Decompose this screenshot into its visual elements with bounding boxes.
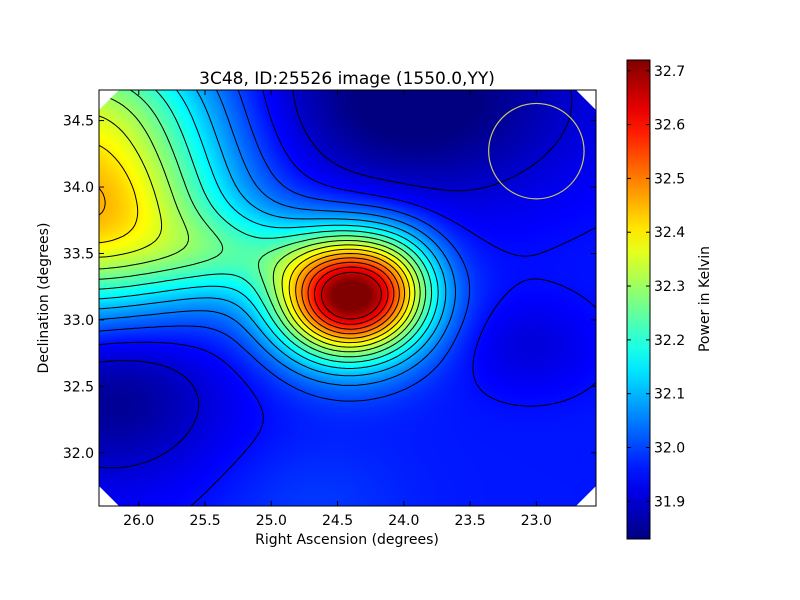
contour-line: [99, 90, 456, 386]
colorbar-ticks: 31.9 32.0 32.1 32.2 32.3 32.4 32.5 32.6 32.7: [627, 64, 685, 510]
colorbar-tick-label: 32.7: [654, 64, 685, 80]
y-tick-label: 32.5: [63, 379, 94, 395]
colorbar-tick-label: 32.2: [654, 333, 685, 349]
y-tick-label: 34.5: [63, 114, 94, 130]
contour-line: [307, 261, 395, 330]
y-axis-label: Declination (degrees): [36, 223, 52, 374]
colorbar-tick-label: 32.3: [654, 279, 685, 295]
contour-line: [99, 90, 471, 402]
x-tick-label: 24.0: [388, 513, 419, 529]
y-axis-ticks: 32.0 32.5 33.0 33.5 34.0 34.5: [63, 114, 596, 462]
contour-line: [99, 90, 447, 377]
x-axis-ticks: 26.0 25.5 25.0 24.5 24.0 23.5 23.0: [123, 90, 552, 529]
x-tick-label: 25.0: [256, 513, 287, 529]
x-tick-label: 23.0: [521, 513, 552, 529]
x-axis-label: Right Ascension (degrees): [255, 532, 439, 548]
chart-title: 3C48, ID:25526 image (1550.0,YY): [199, 69, 495, 89]
contour-line: [314, 266, 389, 325]
plot-area: [99, 90, 596, 506]
y-tick-label: 33.5: [63, 246, 94, 262]
contour-line: [301, 257, 400, 335]
colorbar-tick-label: 31.9: [654, 494, 685, 510]
heatmap-image: [99, 90, 596, 506]
colorbar: [626, 59, 651, 540]
x-tick-label: 23.5: [455, 513, 486, 529]
contour-line: [99, 90, 433, 363]
y-tick-label: 32.0: [63, 446, 94, 462]
contour-line: [99, 115, 416, 348]
contour-line: [99, 90, 573, 469]
plot-frame: [98, 89, 597, 507]
y-tick-label: 33.0: [63, 313, 94, 329]
colorbar-tick-label: 32.4: [654, 225, 685, 241]
contour-line: [320, 271, 382, 320]
x-tick-label: 25.5: [189, 513, 220, 529]
colorbar-tick-label: 32.0: [654, 441, 685, 457]
contour-line: [99, 90, 596, 506]
colorbar-label: Power in Kelvin: [697, 246, 713, 352]
contour-lines: [99, 90, 596, 506]
x-tick-label: 24.5: [322, 513, 353, 529]
colorbar-tick-label: 32.1: [654, 387, 685, 403]
colorbar-tick-label: 32.5: [654, 171, 685, 187]
colorbar-tick-label: 32.6: [654, 118, 685, 134]
beam-circle: [488, 102, 585, 200]
x-tick-label: 26.0: [123, 513, 154, 529]
contour-line: [99, 90, 439, 369]
y-tick-label: 34.0: [63, 180, 94, 196]
